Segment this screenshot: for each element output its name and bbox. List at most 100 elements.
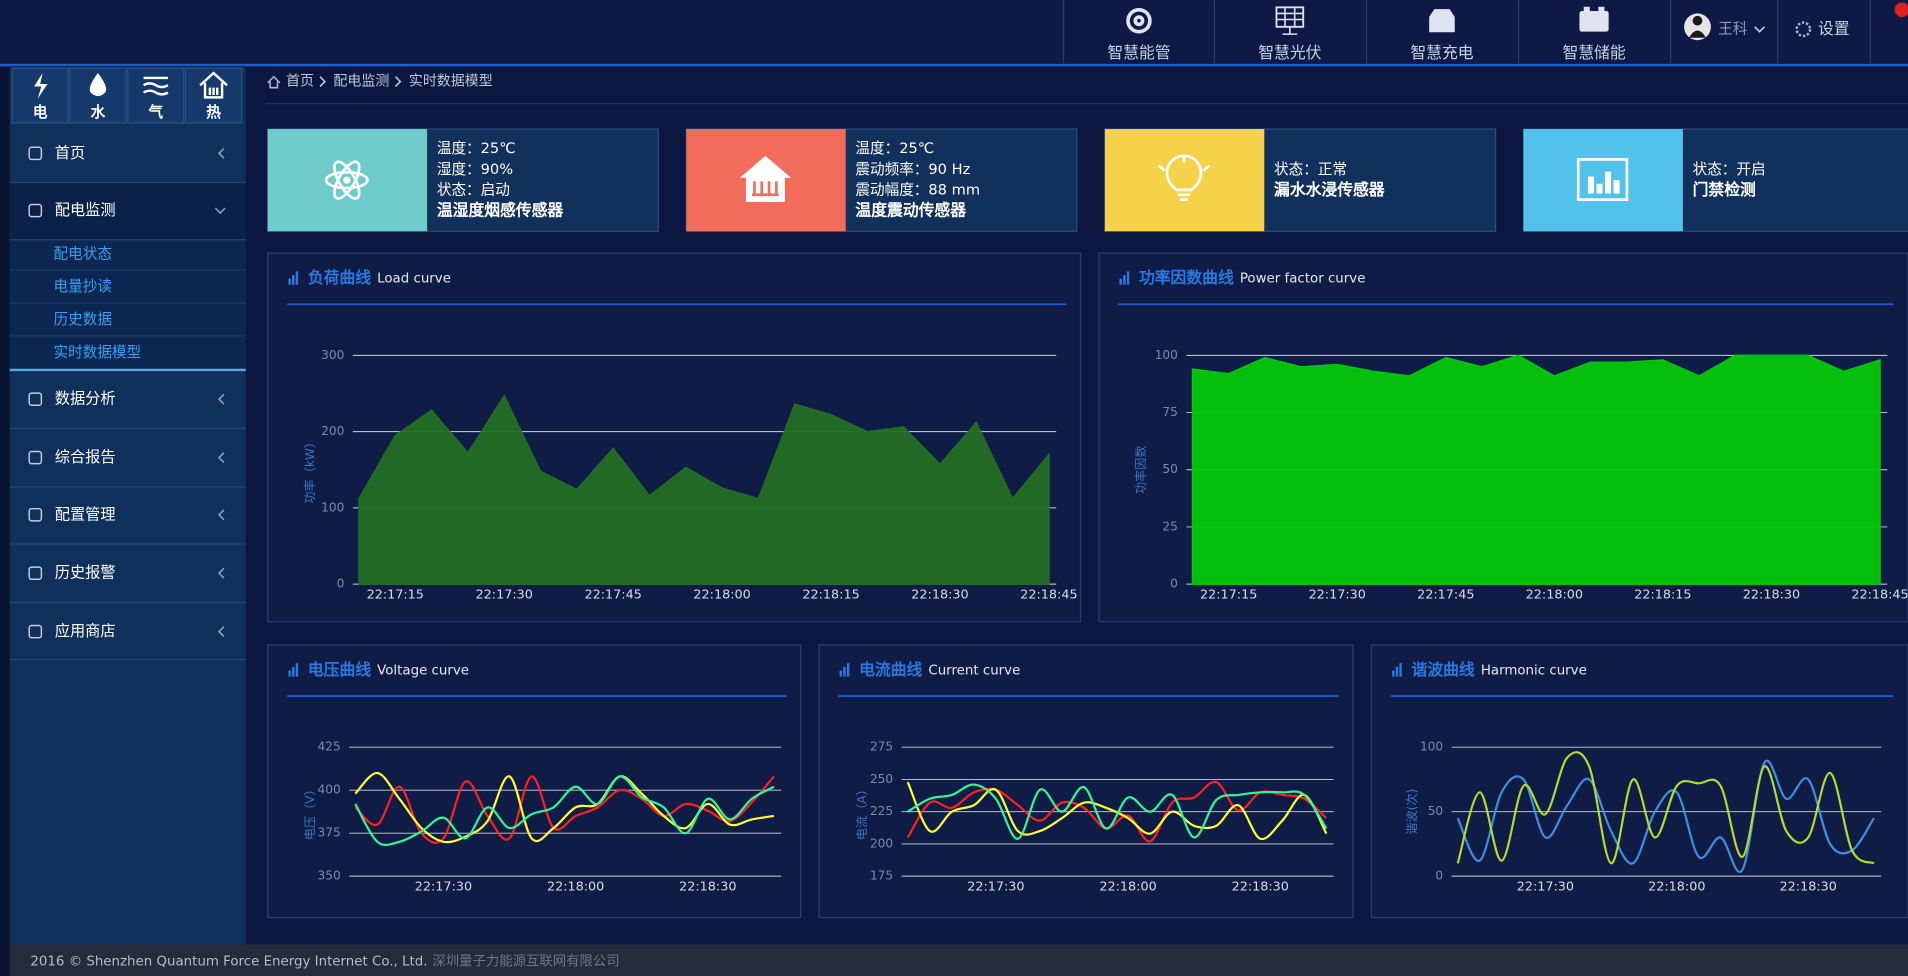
sensor-icon: [1605, 171, 1612, 194]
menu-item[interactable]: 应用商店: [55, 622, 116, 640]
chart-title-icon: [846, 663, 850, 677]
top-bar: [0, 0, 1908, 65]
breadcrumb-item: 实时数据模型: [409, 74, 493, 90]
chart-title-icon: [288, 278, 291, 285]
user-avatar[interactable]: [1684, 13, 1711, 41]
menu-item[interactable]: 数据分析: [55, 390, 116, 408]
y-tick-label: 75: [1162, 405, 1177, 419]
sensor-reading: 震动频率：90 Hz: [855, 161, 970, 178]
sensor-card-icon-bg: [1523, 129, 1683, 232]
sensor-reading: 状态：启动: [437, 181, 510, 198]
y-axis-label: 功率（kW）: [302, 436, 317, 504]
chart-title-icon: [1392, 670, 1395, 677]
submenu-bg: [9, 239, 246, 372]
nav-item[interactable]: 智慧光伏: [1258, 43, 1321, 62]
settings-link[interactable]: 设置: [1818, 19, 1850, 38]
footer-company: 深圳量子力能源互联网有限公司: [432, 953, 619, 969]
x-tick-label: 22:18:00: [547, 880, 604, 895]
nav-item[interactable]: 智慧充电: [1410, 43, 1473, 62]
x-tick-label: 22:17:30: [967, 880, 1024, 895]
menu-icon: [28, 450, 43, 465]
nav-icon: [1429, 9, 1455, 33]
energy-tab-label[interactable]: 电: [33, 103, 48, 121]
x-tick-label: 22:18:30: [1780, 880, 1837, 895]
x-tick-label: 22:18:45: [1020, 588, 1077, 603]
menu-item[interactable]: 配电监测: [55, 201, 116, 219]
chart-title-icon: [292, 275, 295, 285]
chevron-icon: [1754, 26, 1765, 33]
home-icon: [267, 75, 281, 89]
menu-icon: [28, 146, 43, 161]
menu-active-bg: [9, 182, 246, 240]
y-tick-label: 250: [870, 772, 893, 786]
sensor-icon: [1613, 180, 1620, 194]
nav-item[interactable]: 智慧储能: [1562, 43, 1625, 62]
footer-copyright: 2016 © Shenzhen Quantum Force Energy Int…: [30, 954, 427, 969]
breadcrumb-item[interactable]: 首页: [286, 74, 314, 90]
user-name[interactable]: 王科: [1718, 20, 1748, 37]
chart-title: 功率因数曲线: [1139, 268, 1234, 287]
y-tick-label: 0: [1170, 577, 1178, 591]
y-tick-label: 0: [337, 577, 345, 591]
breadcrumb-item[interactable]: 配电监测: [333, 74, 389, 90]
chart-subtitle: Power factor curve: [1240, 272, 1366, 287]
sensor-name: 温湿度烟感传感器: [437, 201, 564, 220]
x-tick-label: 22:17:30: [415, 880, 472, 895]
energy-tab-label[interactable]: 水: [91, 103, 106, 121]
x-tick-label: 22:18:30: [911, 588, 968, 603]
energy-tab-label[interactable]: 气: [147, 103, 163, 121]
line: [907, 783, 1328, 840]
y-tick-label: 350: [318, 869, 341, 883]
y-tick-label: 225: [870, 804, 893, 818]
x-tick-label: 22:18:30: [1232, 880, 1289, 895]
x-tick-label: 22:17:30: [1517, 880, 1574, 895]
sensor-icon: [333, 160, 361, 200]
y-tick-label: 50: [1162, 462, 1177, 476]
y-axis-label: 电压（V）: [303, 783, 317, 840]
menu-icon: [28, 624, 43, 639]
menu-icon: [28, 203, 43, 218]
menu-item[interactable]: 综合报告: [55, 448, 116, 466]
chart-title: 电流曲线: [859, 660, 922, 679]
y-tick-label: 400: [318, 783, 341, 797]
chevron-icon: [319, 76, 327, 88]
sensor-name: 温度震动传感器: [855, 201, 966, 220]
sensor-icon: [1596, 183, 1603, 194]
area: [1191, 354, 1881, 585]
nav-item[interactable]: 智慧能管: [1107, 43, 1170, 62]
submenu-item[interactable]: 电量抄读: [54, 278, 112, 295]
submenu-item[interactable]: 配电状态: [54, 245, 112, 262]
line: [1456, 751, 1875, 865]
nav-icon: [1276, 7, 1304, 35]
nav-icon: [1583, 6, 1605, 12]
y-axis-label: 电流（A）: [855, 783, 869, 840]
chart-title-icon: [1395, 666, 1399, 677]
chart-title-icon: [1399, 663, 1402, 677]
chart-title-icon: [295, 271, 299, 285]
sensor-card-icon-bg: [1104, 129, 1265, 232]
y-axis-label: 功率因数: [1133, 445, 1148, 494]
x-tick-label: 22:18:15: [1634, 588, 1691, 603]
y-tick-label: 375: [318, 826, 341, 840]
line: [354, 775, 775, 847]
window-edge: [0, 0, 10, 976]
tab-icon: [34, 73, 48, 99]
x-tick-label: 22:18:00: [693, 588, 750, 603]
submenu-item[interactable]: 历史数据: [54, 311, 112, 328]
chevron-icon: [217, 147, 225, 159]
menu-item[interactable]: 首页: [55, 144, 85, 162]
y-axis-label: 谐波(次): [1405, 789, 1419, 835]
x-tick-label: 22:17:15: [367, 588, 424, 603]
tab-icon: [142, 76, 169, 96]
menu-icon: [28, 566, 43, 580]
chart-panel: [267, 644, 802, 919]
menu-item[interactable]: 历史报警: [55, 564, 116, 582]
chart-title-icon: [1126, 271, 1130, 285]
energy-tab[interactable]: [184, 67, 243, 124]
tab-icon: [199, 71, 228, 99]
energy-tab-label[interactable]: 热: [206, 103, 221, 121]
submenu-item[interactable]: 实时数据模型: [54, 344, 142, 361]
sensor-icon: [333, 160, 361, 200]
menu-item[interactable]: 配置管理: [55, 505, 116, 523]
chart-title: 负荷曲线: [308, 268, 371, 287]
